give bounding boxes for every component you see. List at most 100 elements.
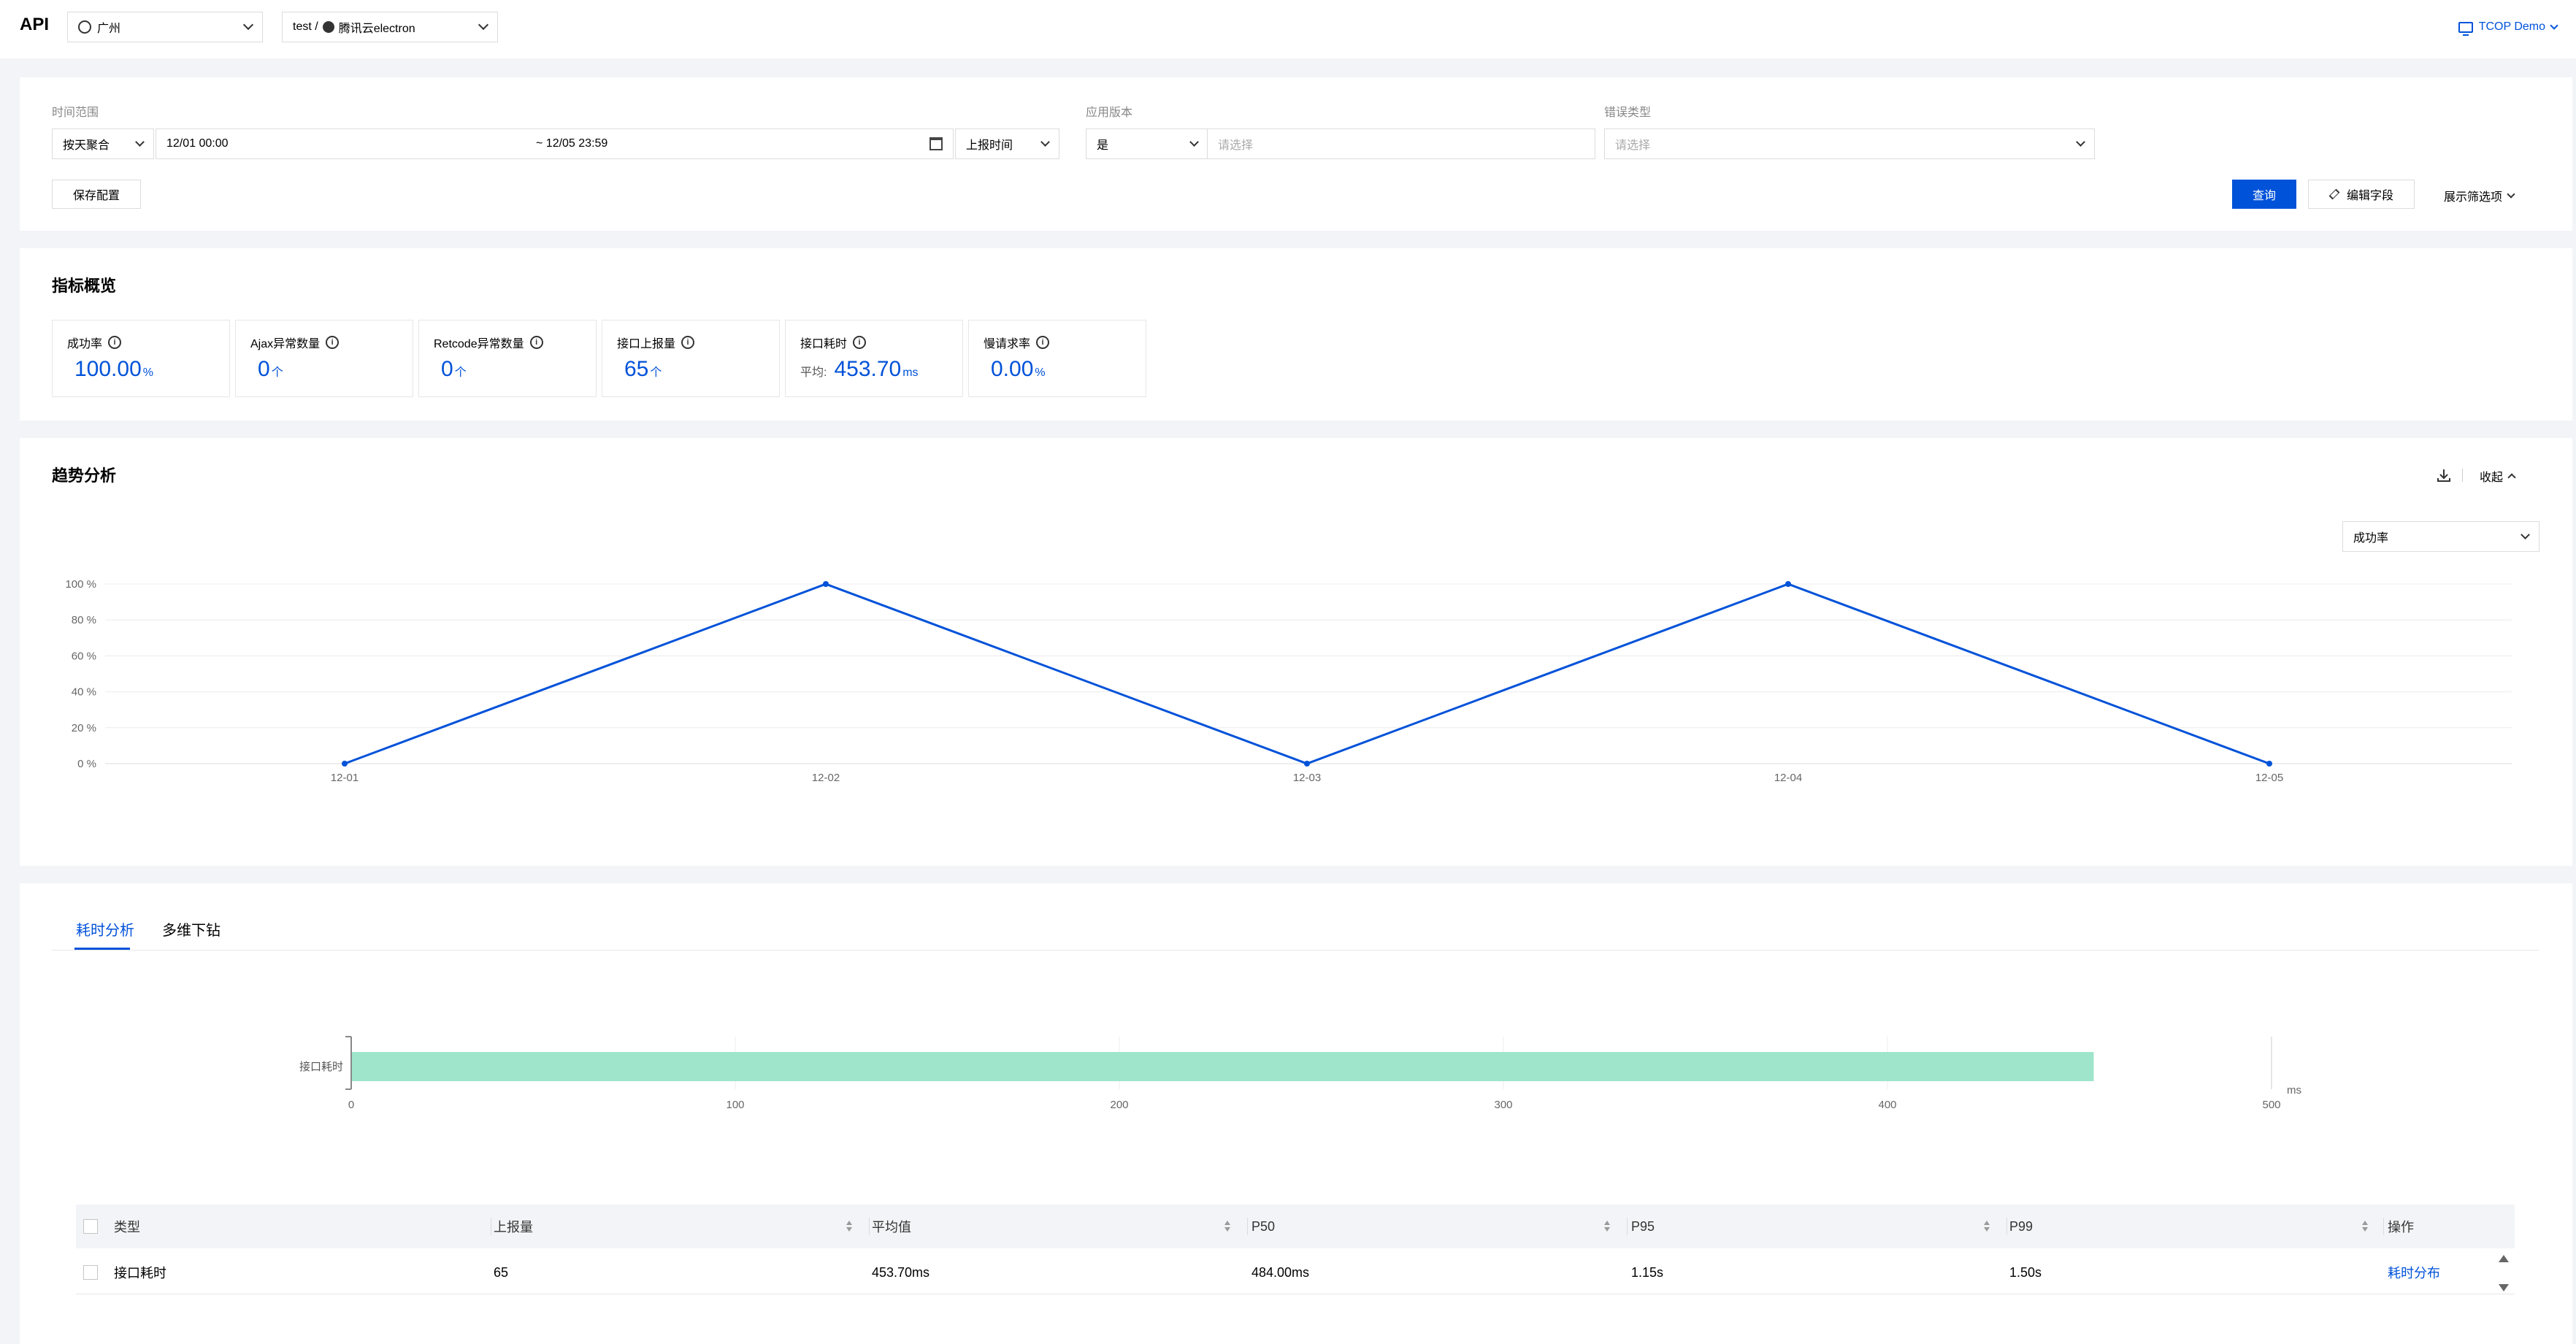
y-tick-label: 100 % bbox=[65, 578, 96, 591]
cell-p50: 484.00ms bbox=[1251, 1264, 1310, 1280]
version-placeholder: 请选择 bbox=[1218, 139, 1254, 152]
data-point bbox=[2266, 761, 2272, 767]
end-date: ~ 12/05 23:59 bbox=[536, 137, 608, 150]
info-icon[interactable]: i bbox=[326, 336, 340, 349]
chevron-down-icon bbox=[135, 137, 145, 147]
edit-fields-button[interactable]: 编辑字段 bbox=[2308, 180, 2415, 209]
download-icon[interactable] bbox=[2436, 467, 2452, 483]
trend-metric-select[interactable]: 成功率 bbox=[2342, 521, 2539, 552]
col-p95[interactable]: P95 bbox=[1631, 1218, 1655, 1234]
x-tick-label: 12-05 bbox=[2255, 772, 2283, 784]
page-title: API bbox=[20, 15, 50, 34]
col-p99[interactable]: P99 bbox=[2009, 1218, 2033, 1234]
project-icon bbox=[322, 21, 334, 33]
x-tick-label: 400 bbox=[1878, 1099, 1896, 1111]
tab-multi-drill[interactable]: 多维下钻 bbox=[162, 923, 221, 939]
trend-panel bbox=[20, 438, 2572, 866]
version-operator-select[interactable]: 是 bbox=[1086, 128, 1208, 159]
show-filters-toggle[interactable]: 展示筛选项 bbox=[2444, 187, 2515, 204]
x-tick-label: 12-01 bbox=[331, 772, 359, 784]
tab-active-indicator bbox=[74, 948, 130, 950]
metric-name: 成功率 bbox=[67, 338, 103, 350]
y-tick-label: 0 % bbox=[77, 758, 96, 770]
top-bar: API 广州 test / 腾讯云electron TCOP Demo bbox=[0, 0, 2576, 58]
sort-icon[interactable] bbox=[1224, 1221, 1231, 1232]
duration-chart: 0 100 200 300 400 500 接口耗时 ms bbox=[299, 1036, 2301, 1111]
chevron-down-icon bbox=[2550, 21, 2558, 30]
query-button[interactable]: 查询 bbox=[2232, 180, 2296, 209]
region-select[interactable]: 广州 bbox=[67, 12, 263, 42]
account-menu[interactable]: TCOP Demo bbox=[2458, 20, 2558, 36]
y-tick-label: 20 % bbox=[72, 722, 96, 734]
tabs-divider bbox=[52, 950, 2539, 951]
table-row: 接口耗时 65 453.70ms 484.00ms 1.15s 1.50s 耗时… bbox=[76, 1251, 2515, 1294]
y-tick-label: 40 % bbox=[72, 686, 96, 699]
error-type-label: 错误类型 bbox=[1604, 107, 1652, 119]
date-range-picker[interactable]: 12/01 00:00 ~ 12/05 23:59 bbox=[156, 128, 954, 159]
col-p50[interactable]: P50 bbox=[1251, 1218, 1276, 1234]
table-header: 类型 上报量 平均值 P50 P95 P99 操作 bbox=[76, 1205, 2515, 1248]
y-category-label: 接口耗时 bbox=[299, 1061, 343, 1073]
aggregate-select[interactable]: 按天聚合 bbox=[52, 128, 154, 159]
data-point bbox=[342, 761, 348, 767]
cell-p99: 1.50s bbox=[2009, 1264, 2042, 1280]
error-type-placeholder: 请选择 bbox=[1615, 139, 1651, 152]
project-name: 腾讯云electron bbox=[338, 23, 415, 35]
chevron-down-icon bbox=[1040, 137, 1050, 147]
metric-unit: 个 bbox=[271, 366, 283, 379]
project-select[interactable]: test / 腾讯云electron bbox=[282, 12, 498, 42]
save-config-button[interactable]: 保存配置 bbox=[52, 180, 141, 209]
duration-distribution-link[interactable]: 耗时分布 bbox=[2388, 1266, 2440, 1280]
metric-name: 接口耗时 bbox=[800, 338, 848, 350]
x-tick-label: 12-02 bbox=[812, 772, 840, 784]
column-divider bbox=[1627, 1218, 1628, 1235]
cell-avg: 453.70ms bbox=[872, 1264, 930, 1280]
sort-icon[interactable] bbox=[846, 1221, 853, 1232]
metric-value: 0.00 bbox=[991, 357, 1034, 381]
time-type-select[interactable]: 上报时间 bbox=[955, 128, 1059, 159]
sort-icon[interactable] bbox=[2361, 1221, 2369, 1232]
col-type: 类型 bbox=[114, 1220, 140, 1234]
info-icon[interactable]: i bbox=[853, 336, 867, 349]
error-type-select[interactable]: 请选择 bbox=[1604, 128, 2095, 159]
cell-type: 接口耗时 bbox=[114, 1266, 166, 1280]
data-point bbox=[1785, 581, 1791, 587]
cell-count: 65 bbox=[494, 1264, 509, 1280]
info-icon[interactable]: i bbox=[681, 336, 695, 349]
duration-bar bbox=[352, 1052, 2094, 1081]
chevron-down-icon bbox=[1189, 137, 1199, 147]
time-range-label: 时间范围 bbox=[52, 107, 99, 119]
sort-icon[interactable] bbox=[1983, 1221, 1990, 1232]
x-tick-label: 12-03 bbox=[1293, 772, 1321, 784]
project-prefix: test / bbox=[293, 20, 318, 33]
select-all-checkbox[interactable] bbox=[83, 1219, 98, 1234]
metric-duration: 接口耗时 i 平均: 453.70 ms bbox=[785, 320, 963, 397]
info-icon[interactable]: i bbox=[108, 336, 122, 349]
collapse-label: 收起 bbox=[2480, 472, 2504, 484]
scroll-down-icon[interactable] bbox=[2499, 1284, 2509, 1291]
edit-icon bbox=[2328, 188, 2340, 200]
x-tick-label: 100 bbox=[726, 1099, 744, 1111]
collapse-toggle[interactable]: 收起 bbox=[2480, 467, 2516, 485]
sort-icon[interactable] bbox=[1603, 1221, 1611, 1232]
info-icon[interactable]: i bbox=[529, 336, 543, 349]
metric-unit: % bbox=[1035, 366, 1046, 379]
info-icon[interactable]: i bbox=[1036, 336, 1050, 349]
time-type-value: 上报时间 bbox=[966, 139, 1013, 152]
metric-name: 接口上报量 bbox=[617, 338, 676, 350]
col-avg[interactable]: 平均值 bbox=[872, 1220, 911, 1234]
y-tick-label: 60 % bbox=[72, 650, 96, 662]
tab-duration-analysis[interactable]: 耗时分析 bbox=[76, 923, 134, 939]
table-scrollbar[interactable] bbox=[2499, 1252, 2510, 1294]
account-name: TCOP Demo bbox=[2478, 20, 2545, 33]
scroll-up-icon[interactable] bbox=[2499, 1255, 2509, 1262]
col-count[interactable]: 上报量 bbox=[494, 1220, 533, 1234]
calendar-icon bbox=[929, 137, 943, 150]
overview-title: 指标概览 bbox=[52, 277, 117, 295]
region-icon bbox=[78, 20, 91, 34]
version-input[interactable]: 请选择 bbox=[1207, 128, 1595, 159]
row-checkbox[interactable] bbox=[83, 1265, 98, 1280]
metric-unit: 个 bbox=[454, 366, 467, 379]
metric-slow-rate: 慢请求率 i 0.00% bbox=[968, 320, 1146, 397]
